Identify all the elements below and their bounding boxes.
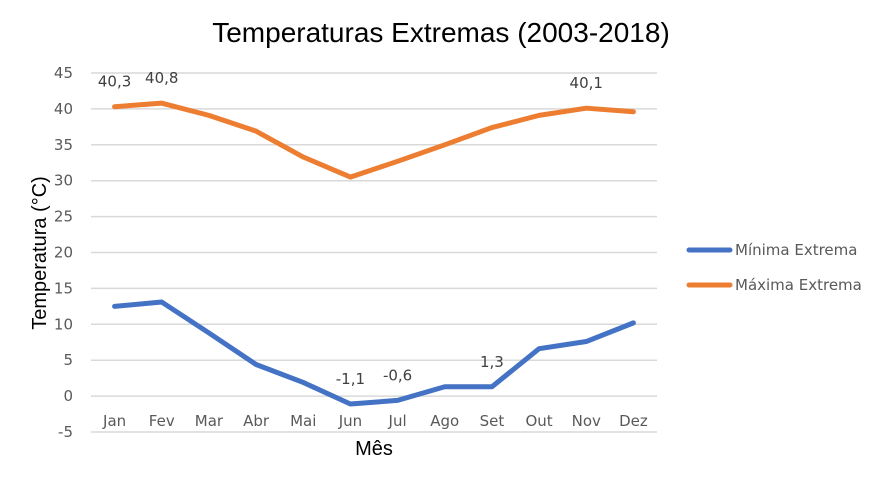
x-axis-title: Mês <box>355 438 393 460</box>
y-axis-ticks: 45 40 35 30 25 20 15 10 5 0 -5 <box>54 64 73 441</box>
x-tick-label: Ago <box>430 412 459 430</box>
y-tick-label: 10 <box>54 315 73 333</box>
data-label: 40,8 <box>145 69 178 87</box>
x-tick-label: Jul <box>388 412 407 430</box>
y-tick-label: 15 <box>54 279 73 297</box>
y-tick-label: -5 <box>58 423 73 441</box>
chart-title: Temperaturas Extremas (2003-2018) <box>212 17 670 48</box>
y-tick-label: 25 <box>54 208 73 226</box>
legend-label: Mínima Extrema <box>735 241 857 259</box>
y-tick-label: 0 <box>63 387 73 405</box>
x-tick-label: Jun <box>338 412 362 430</box>
y-axis-title: Temperatura (°C) <box>29 176 51 330</box>
data-label: 40,1 <box>570 74 603 92</box>
legend-item: Mínima Extrema <box>686 241 857 259</box>
legend-item: Máxima Extrema <box>686 276 862 294</box>
data-label: 40,3 <box>98 73 131 91</box>
data-label: 1,3 <box>480 353 504 371</box>
gridlines <box>91 72 657 433</box>
data-labels: -1,1 -0,6 1,3 40,3 40,8 40,1 <box>98 69 603 388</box>
data-label: -0,6 <box>383 366 412 384</box>
series-line-maxima <box>112 100 636 180</box>
y-tick-label: 40 <box>54 100 73 118</box>
y-tick-label: 30 <box>54 172 73 190</box>
y-tick-label: 5 <box>63 351 73 369</box>
y-tick-label: 20 <box>54 244 73 262</box>
x-tick-label: Set <box>480 412 505 430</box>
x-axis-ticks: Jan Fev Mar Abr Mai Jun Jul Ago Set Out Nov Dez <box>102 412 648 430</box>
legend-label: Máxima Extrema <box>735 276 862 294</box>
series-lines <box>112 100 636 407</box>
series-line-minima <box>112 299 636 407</box>
data-label: -1,1 <box>336 370 365 388</box>
x-tick-label: Jan <box>102 412 126 430</box>
y-tick-label: 35 <box>54 136 73 154</box>
x-tick-label: Mai <box>290 412 316 430</box>
x-tick-label: Mar <box>195 412 224 430</box>
y-tick-label: 45 <box>54 64 73 82</box>
x-tick-label: Out <box>525 412 552 430</box>
x-tick-label: Abr <box>243 412 270 430</box>
x-tick-label: Nov <box>572 412 601 430</box>
x-tick-label: Dez <box>619 412 648 430</box>
x-tick-label: Fev <box>149 412 175 430</box>
legend: Mínima Extrema Máxima Extrema <box>686 241 862 294</box>
